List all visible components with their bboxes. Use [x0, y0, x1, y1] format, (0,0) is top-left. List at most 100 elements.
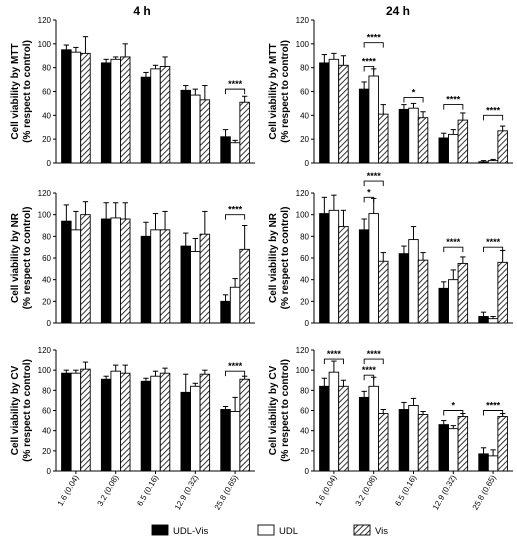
bar-vis [457, 416, 469, 472]
bar-udl-vis [100, 62, 112, 164]
y-axis-label-line: (% respect to control) [22, 40, 33, 143]
x-tick-label: 1.6 (0.04) [56, 473, 81, 507]
bar-udl-vis [358, 88, 370, 164]
y-tick-label: 40 [42, 276, 51, 285]
bar-udl [70, 229, 82, 324]
bar-udl-vis [100, 378, 112, 472]
bar-udl [150, 229, 161, 324]
bar-udl-vis [61, 49, 72, 164]
significance-label: **** [367, 33, 382, 43]
bar-udl-vis [398, 108, 410, 164]
y-tick-label: 120 [296, 346, 310, 355]
bar-udl-vis [478, 161, 489, 164]
y-tick-label: 0 [305, 159, 310, 168]
bar-vis [457, 262, 469, 324]
y-axis-label: Cell viability by NR(% respect to contro… [268, 207, 291, 310]
bar-udl [368, 385, 379, 472]
y-tick-label: 80 [300, 64, 309, 73]
bar-vis [239, 378, 250, 472]
bar-vis [497, 261, 508, 324]
y-tick-label: 100 [296, 211, 310, 220]
bar-udl [408, 405, 419, 472]
y-tick-label: 0 [47, 467, 52, 476]
significance-bracket [483, 246, 504, 253]
significance-label: * [452, 401, 456, 411]
bar-udl-vis [100, 218, 112, 324]
significance-bracket [363, 66, 375, 72]
bar-vis [120, 218, 131, 324]
bar-udl [110, 370, 121, 472]
bar-vis [239, 101, 250, 164]
bar-udl [408, 107, 419, 164]
bar-udl [150, 68, 161, 164]
panel-5: 0 20 40 60 80 100 120 Cell viability by CV(% re… [268, 346, 513, 512]
bar-udl-vis [180, 89, 191, 164]
y-tick-label: 60 [42, 407, 51, 416]
significance-bracket [225, 370, 246, 377]
y-tick-label: 100 [296, 40, 310, 49]
x-tick-label: 12.9 (0.32) [431, 473, 458, 511]
bar-udl [190, 251, 201, 324]
y-axis-label: Cell viability by CV(% respect to contro… [268, 359, 291, 462]
bar-vis [417, 259, 429, 324]
y-tick-label: 0 [305, 467, 310, 476]
legend-swatch-udl-vis [151, 524, 169, 536]
bar-udl [448, 428, 459, 472]
bar-vis [239, 248, 250, 324]
panel-3: 0 20 40 60 80 100 120 Cell viability by NR(% re… [268, 171, 513, 328]
significance-bracket [323, 358, 344, 365]
y-tick-label: 0 [47, 159, 52, 168]
y-tick-label: 60 [300, 254, 309, 263]
y-tick-label: 120 [38, 189, 52, 198]
bar-vis [199, 99, 211, 164]
y-tick-label: 60 [300, 407, 309, 416]
y-axis-label: Cell viability by CV(% respect to contro… [10, 359, 33, 462]
significance-bracket [483, 114, 504, 121]
bar-udl [70, 51, 82, 164]
bar-udl [70, 372, 82, 472]
bar-udl [190, 94, 201, 164]
bar-vis [457, 119, 469, 164]
y-axis-label-line: Cell viability by MTT [10, 43, 21, 139]
y-tick-label: 40 [42, 427, 51, 436]
bar-udl [190, 385, 201, 472]
y-tick-label: 60 [42, 88, 51, 97]
bar-vis [80, 214, 91, 324]
significance-label: **** [228, 205, 243, 215]
bar-udl-vis [319, 213, 330, 324]
y-tick-label: 80 [42, 232, 51, 241]
bar-vis [199, 373, 211, 472]
bar-vis [199, 233, 211, 324]
bar-udl-vis [438, 424, 449, 472]
y-tick-label: 40 [300, 111, 309, 120]
bar-udl-vis [398, 409, 410, 472]
y-axis-label-line: (% respect to control) [280, 207, 291, 310]
significance-bracket [443, 246, 464, 253]
bar-udl-vis [180, 245, 191, 324]
bar-udl [408, 239, 419, 324]
y-axis-label-line: Cell viability by MTT [268, 43, 279, 139]
significance-label: **** [367, 349, 382, 359]
significance-label: **** [228, 361, 243, 371]
significance-label: **** [367, 171, 382, 181]
bar-udl-vis [220, 136, 231, 164]
significance-bracket [403, 97, 424, 103]
significance-bracket [363, 374, 375, 381]
legend: UDL-Vis UDL Vis [151, 524, 388, 537]
bar-vis [417, 117, 429, 164]
legend-label-udl: UDL [279, 526, 298, 537]
y-tick-label: 20 [42, 135, 51, 144]
y-tick-label: 100 [38, 40, 52, 49]
column-title-4h: 4 h [133, 4, 150, 18]
y-tick-label: 80 [300, 232, 309, 241]
significance-label: * [367, 187, 371, 197]
bar-vis [159, 229, 171, 324]
bar-udl-vis [140, 380, 152, 472]
significance-bracket [443, 410, 464, 416]
x-tick-label: 1.6 (0.04) [314, 473, 339, 507]
significance-label: **** [228, 79, 243, 89]
bar-udl-vis [140, 235, 152, 324]
bar-udl-vis [140, 76, 152, 164]
